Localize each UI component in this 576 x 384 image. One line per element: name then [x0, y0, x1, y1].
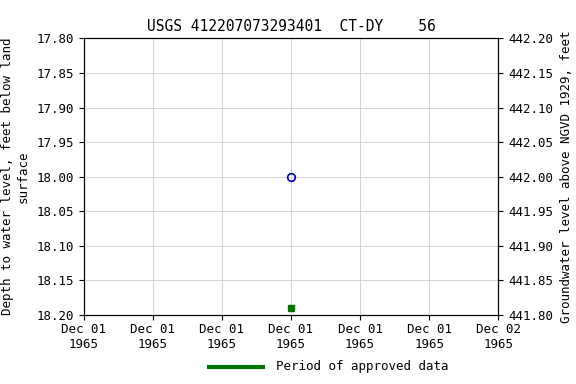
Title: USGS 412207073293401  CT-DY    56: USGS 412207073293401 CT-DY 56 [146, 20, 435, 35]
Y-axis label: Depth to water level, feet below land
surface: Depth to water level, feet below land su… [1, 38, 29, 315]
Y-axis label: Groundwater level above NGVD 1929, feet: Groundwater level above NGVD 1929, feet [560, 30, 573, 323]
Text: Period of approved data: Period of approved data [276, 360, 449, 373]
